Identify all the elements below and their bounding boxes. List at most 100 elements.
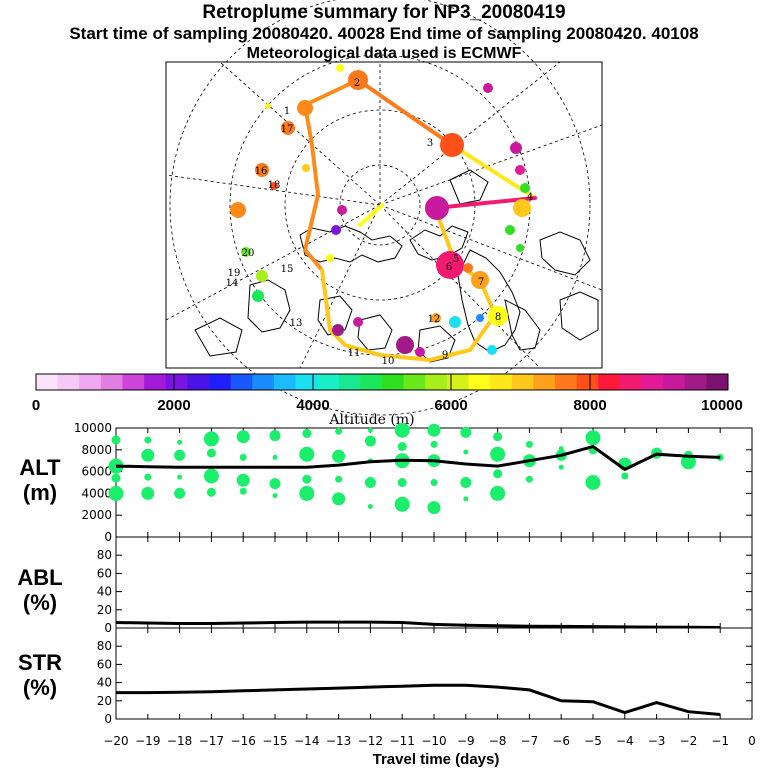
day-label: 13	[290, 318, 303, 329]
colorbar-cell	[79, 374, 102, 390]
day-label: 17	[281, 124, 294, 135]
altitude-cluster-dot	[269, 430, 281, 442]
colorbar-tick: 4000	[296, 397, 329, 414]
x-tick-label: −3	[648, 734, 666, 748]
day-label: 14	[226, 278, 239, 289]
x-tick-label: −17	[199, 734, 224, 748]
altitude-cluster-dot	[174, 449, 186, 461]
day-label: 3	[427, 138, 433, 149]
colorbar-cell	[295, 374, 318, 390]
y-tick-label: 2000	[81, 508, 112, 522]
altitude-cluster-dot	[177, 474, 183, 480]
alt-panel-label: ALT	[19, 455, 61, 480]
altitude-cluster-dot	[299, 485, 315, 501]
abl-panel: 0 20 40 60 80	[97, 536, 753, 635]
altitude-cluster-dot	[332, 449, 346, 463]
x-tick-label: −2	[680, 734, 698, 748]
colorbar-cell	[641, 374, 664, 390]
colorbar-cell	[338, 374, 361, 390]
x-tick-label: −9	[457, 734, 475, 748]
x-tick-label: −12	[358, 734, 383, 748]
altitude-cluster-dot	[585, 430, 601, 446]
altitude-cluster-dot	[272, 454, 278, 460]
altitude-cluster-dot	[144, 436, 152, 444]
colorbar-cell	[36, 374, 59, 390]
day-label: 11	[348, 348, 361, 359]
x-tick-label: −1	[711, 734, 729, 748]
x-tick-label: −6	[552, 734, 570, 748]
y-tick-label: 40	[97, 676, 112, 690]
altitude-cluster-dot	[558, 464, 564, 470]
day-label: 2	[354, 78, 360, 89]
altitude-cluster-dot	[430, 440, 438, 448]
altitude-cluster-dot	[493, 469, 503, 479]
y-tick-label: 4000	[81, 486, 112, 500]
x-tick-label: −14	[294, 734, 319, 748]
altitude-cluster-dot	[621, 472, 629, 480]
altitude-cluster-dot	[335, 427, 343, 435]
altitude-cluster-dot	[141, 486, 155, 500]
altitude-cluster-dot	[394, 496, 410, 512]
altitude-cluster-dot	[335, 475, 343, 483]
retroplume-map: 1 2 3 4 5 6 7 8 9 10 11 12 13 14 15 16 1…	[165, 0, 603, 416]
y-tick-label: 40	[97, 585, 112, 599]
colorbar-cell	[663, 374, 686, 390]
x-tick-label: 0	[748, 734, 756, 748]
altitude-cluster-dot	[272, 493, 278, 499]
altitude-cluster-dot	[490, 446, 506, 462]
met-data-note: Meteorological data used is ECMWF	[246, 45, 522, 62]
colorbar-tick: 10000	[701, 397, 743, 414]
day-label: 1	[284, 106, 290, 117]
altitude-cluster-dot	[141, 448, 155, 462]
colorbar-cell	[382, 374, 405, 390]
x-axis-label: Travel time (days)	[373, 751, 500, 768]
day-label: 8	[495, 312, 501, 323]
altitude-cluster-dot	[427, 423, 441, 437]
x-tick-label: −15	[262, 734, 287, 748]
altitude-cluster-dot	[332, 492, 346, 506]
str-panel: 0 20 40 60 80	[97, 627, 753, 726]
x-tick-label: −10	[421, 734, 446, 748]
altitude-cluster-dot	[397, 478, 407, 487]
y-tick-label: 20	[97, 603, 112, 617]
altitude-cluster-dot	[302, 474, 312, 484]
altitude-cluster-dot	[111, 473, 121, 483]
altitude-cluster-dot	[302, 428, 312, 438]
x-tick-label: −18	[167, 734, 192, 748]
day-label: 10	[382, 356, 395, 367]
day-label: 7	[478, 277, 484, 288]
day-label: 16	[255, 166, 268, 177]
x-tick-label: −4	[616, 734, 634, 748]
x-tick-label: −19	[135, 734, 160, 748]
altitude-cluster-dot	[525, 440, 533, 448]
abl-panel-label: ABL	[17, 565, 62, 590]
colorbar-label: Altitude (m)	[328, 412, 414, 428]
altitude-cluster-dot	[585, 475, 601, 490]
altitude-cluster-dot	[525, 475, 533, 483]
altitude-cluster-dot	[144, 473, 152, 481]
y-tick-label: 6000	[81, 465, 112, 479]
altitude-cluster-dot	[206, 448, 216, 458]
altitude-cluster-dot	[269, 478, 281, 490]
colorbar-cell	[533, 374, 556, 390]
altitude-cluster-dot	[367, 504, 373, 509]
colorbar-cell	[122, 374, 145, 390]
y-tick-label: 80	[97, 639, 112, 653]
y-tick-label: 20	[97, 694, 112, 708]
colorbar-cell	[57, 374, 80, 390]
x-tick-label: −5	[584, 734, 602, 748]
colorbar-cell	[273, 374, 297, 390]
altitude-cluster-dot	[463, 449, 469, 455]
x-tick-label: −16	[231, 734, 256, 748]
altitude-cluster-dot	[490, 485, 506, 501]
str-plot-frame	[115, 627, 753, 720]
altitude-cluster-dot	[239, 453, 247, 461]
day-label: 15	[281, 264, 294, 275]
colorbar-cell	[684, 374, 707, 390]
x-tick-label: −11	[390, 734, 415, 748]
altitude-cluster-dot	[364, 477, 376, 488]
day-label: 6	[446, 262, 452, 273]
colorbar-cell	[100, 374, 124, 390]
altitude-cluster-dot	[394, 422, 410, 438]
